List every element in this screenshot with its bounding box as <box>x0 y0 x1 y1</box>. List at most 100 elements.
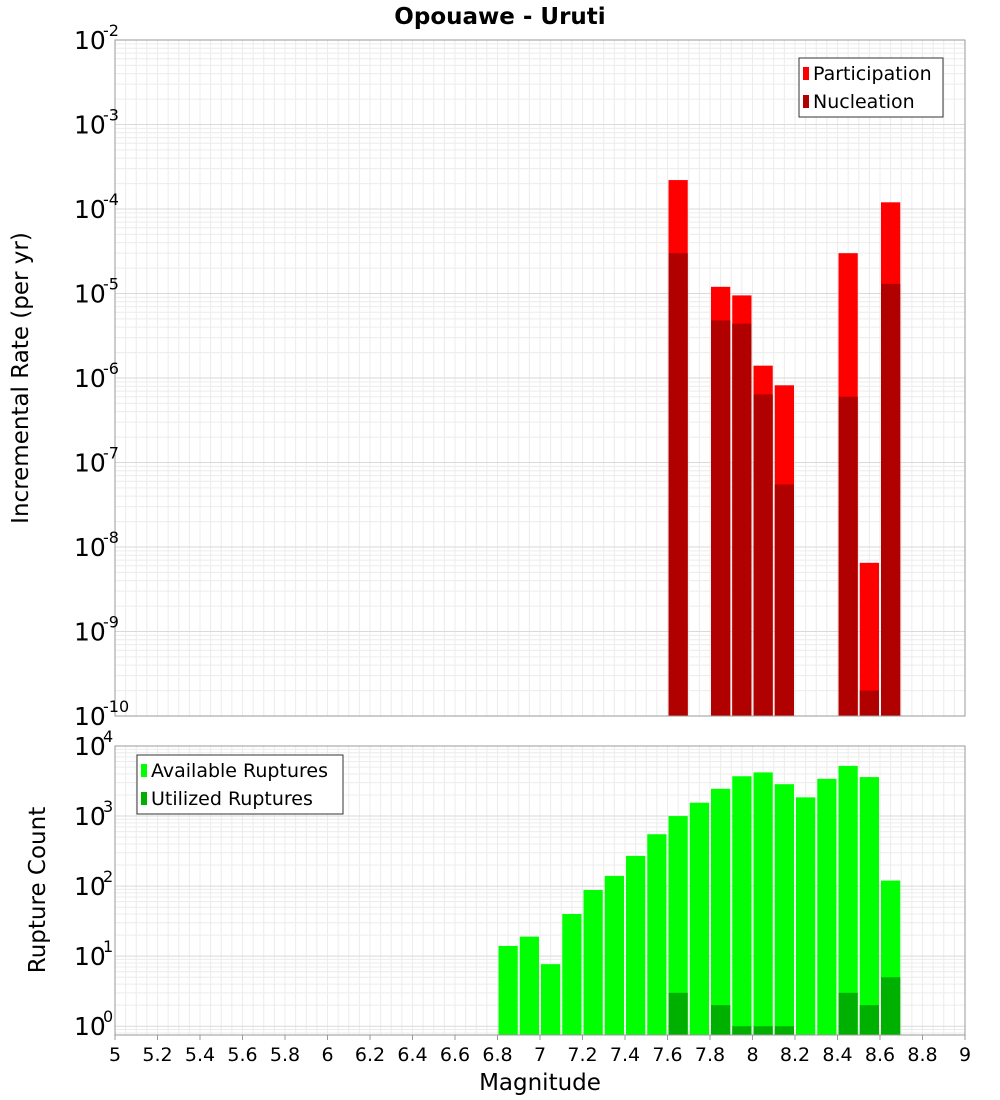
top-bar-nucleation <box>732 323 752 716</box>
participation-legend-swatch <box>803 67 809 80</box>
bottom-bar-available <box>668 816 688 1035</box>
bottom-bar-available <box>541 964 561 1035</box>
top-y-tick-exponent: -10 <box>103 697 129 716</box>
top-bar-nucleation <box>881 283 901 716</box>
bottom-bar-utilized <box>881 977 901 1035</box>
bottom-bar-available <box>604 875 624 1035</box>
bottom-y-tick-exponent: 4 <box>103 727 113 746</box>
bottom-bar-available <box>583 890 603 1035</box>
x-tick-label: 7.8 <box>695 1044 725 1066</box>
top-bar-nucleation <box>668 253 688 716</box>
top-plot-frame <box>114 39 966 717</box>
nucleation-legend-label: Nucleation <box>813 91 915 113</box>
bottom-bar-available <box>647 834 667 1035</box>
bottom-bar-available <box>562 914 582 1035</box>
x-axis-label: Magnitude <box>479 1070 601 1096</box>
utilized-legend-label: Utilized Ruptures <box>151 788 313 810</box>
x-tick-label: 6 <box>321 1044 333 1066</box>
x-tick-label: 8.4 <box>822 1044 852 1066</box>
top-bar-nucleation <box>711 320 731 716</box>
top-y-tick-label: 10 <box>74 449 106 478</box>
top-y-tick-label: 10 <box>74 111 106 140</box>
bottom-legend: Available Ruptures Utilized Ruptures <box>136 754 344 815</box>
bottom-bar-utilized <box>753 1026 773 1035</box>
top-y-tick-label: 10 <box>74 26 106 55</box>
bottom-y-tick-label: 10 <box>74 942 106 971</box>
top-bar-nucleation <box>838 396 858 716</box>
bottom-y-axis-label: Rupture Count <box>25 807 51 973</box>
bottom-y-tick-label: 10 <box>74 1012 106 1041</box>
x-tick-label: 5.4 <box>185 1044 215 1066</box>
bottom-y-tick-label: 10 <box>74 802 106 831</box>
top-bar-nucleation <box>753 394 773 716</box>
nucleation-legend-swatch <box>803 95 809 108</box>
x-tick-label: 7 <box>534 1044 546 1066</box>
participation-legend-label: Participation <box>813 63 932 85</box>
available-legend-swatch <box>141 764 147 777</box>
bottom-y-tick-label: 10 <box>74 872 106 901</box>
bottom-y-tick-exponent: 3 <box>103 797 113 816</box>
bottom-bar-available <box>519 936 539 1035</box>
top-bar-nucleation <box>774 484 794 716</box>
bottom-bar-utilized <box>711 1005 731 1035</box>
bottom-y-tick-exponent: 0 <box>103 1007 113 1026</box>
x-tick-label: 6.8 <box>482 1044 512 1066</box>
bottom-bar-available <box>626 855 646 1035</box>
x-tick-label: 8.6 <box>865 1044 895 1066</box>
x-tick-label: 6.2 <box>355 1044 385 1066</box>
x-tick-label: 7.4 <box>610 1044 640 1066</box>
top-y-tick-exponent: -8 <box>103 528 119 547</box>
x-tick-label: 8.2 <box>780 1044 810 1066</box>
bottom-bar-available <box>753 772 773 1035</box>
top-y-tick-exponent: -5 <box>103 275 119 294</box>
top-y-tick-label: 10 <box>74 533 106 562</box>
top-y-tick-label: 10 <box>74 280 106 309</box>
top-y-tick-exponent: -7 <box>103 444 119 463</box>
x-tick-label: 7.2 <box>567 1044 597 1066</box>
utilized-legend-swatch <box>141 792 147 805</box>
bottom-bar-utilized <box>859 1005 879 1035</box>
bottom-bar-utilized <box>838 992 858 1035</box>
available-legend-label: Available Ruptures <box>151 760 328 782</box>
bottom-bars <box>498 765 901 1035</box>
top-y-tick-exponent: -2 <box>103 21 119 40</box>
top-y-tick-exponent: -3 <box>103 106 119 125</box>
top-y-tick-label: 10 <box>74 195 106 224</box>
x-tick-label: 6.6 <box>440 1044 470 1066</box>
bottom-bar-utilized <box>668 992 688 1035</box>
x-tick-label: 5.6 <box>227 1044 257 1066</box>
bottom-bar-available <box>774 784 794 1035</box>
top-bar-participation <box>859 562 879 716</box>
bottom-bar-available <box>732 776 752 1035</box>
bottom-y-tick-exponent: 1 <box>103 937 113 956</box>
bottom-bar-available <box>859 777 879 1035</box>
top-y-axis-label: Incremental Rate (per yr) <box>8 232 34 524</box>
x-tick-label: 5.2 <box>142 1044 172 1066</box>
top-bars <box>668 180 901 716</box>
bottom-bar-available <box>711 788 731 1035</box>
top-y-tick-exponent: -4 <box>103 190 119 209</box>
x-tick-label: 8 <box>746 1044 758 1066</box>
chart-title: Opouawe - Uruti <box>394 4 605 30</box>
bottom-y-tick-label: 10 <box>74 732 106 761</box>
top-grid <box>114 39 966 717</box>
bottom-bar-available <box>817 778 837 1035</box>
x-tick-label: 5.8 <box>270 1044 300 1066</box>
bottom-legend-box <box>136 754 344 815</box>
top-y-tick-label: 10 <box>74 364 106 393</box>
x-tick-label: 6.4 <box>397 1044 427 1066</box>
top-legend-box <box>798 57 944 118</box>
bottom-bar-available <box>498 945 518 1035</box>
x-tick-label: 5 <box>109 1044 121 1066</box>
x-tick-label: 9 <box>959 1044 971 1066</box>
bottom-bar-available <box>796 797 816 1035</box>
bottom-y-tick-exponent: 2 <box>103 867 113 886</box>
top-bar-nucleation <box>859 690 879 716</box>
x-tick-label: 7.6 <box>652 1044 682 1066</box>
top-y-tick-exponent: -9 <box>103 613 119 632</box>
